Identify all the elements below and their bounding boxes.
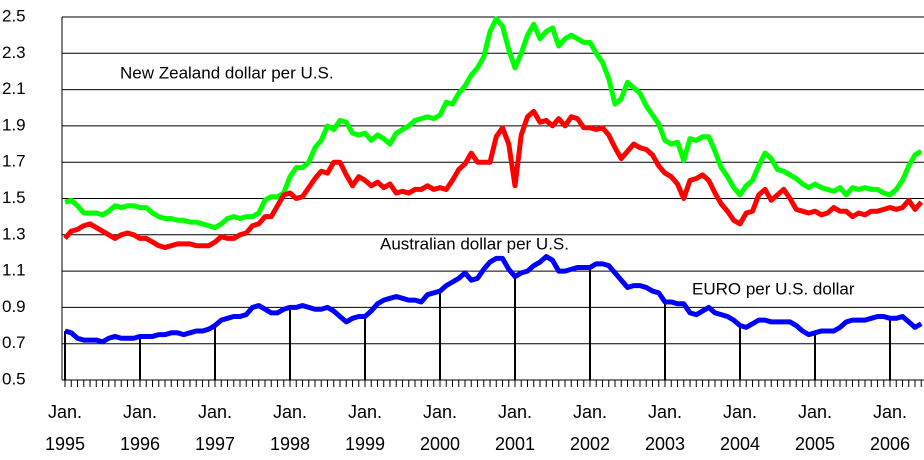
x-tick-label: Jan. 2003 <box>644 402 686 454</box>
y-tick-label: 1.7 <box>2 152 26 171</box>
y-tick-label: 0.9 <box>2 297 26 316</box>
x-tick-label: Jan. 2005 <box>794 402 836 454</box>
y-tick-label: 0.5 <box>2 369 26 388</box>
x-tick-label: Jan. 2004 <box>719 402 761 454</box>
x-tick-label: Jan. 2000 <box>419 402 461 454</box>
series-line <box>64 16 923 231</box>
series-label: New Zealand dollar per U.S. <box>120 63 334 82</box>
x-tick-label: Jan. 1997 <box>194 402 236 454</box>
y-tick-label: 1.1 <box>2 261 26 280</box>
x-tick-label: Jan. 1999 <box>344 402 386 454</box>
series-line <box>64 254 923 345</box>
y-tick-label: 0.7 <box>2 333 26 352</box>
x-tick-label: Jan. 1998 <box>269 402 311 454</box>
y-tick-label: 2.3 <box>2 43 26 62</box>
y-tick-label: 1.9 <box>2 115 26 134</box>
x-tick-label: Jan. 2002 <box>569 402 611 454</box>
y-tick-label: 2.5 <box>2 6 26 25</box>
series-label: Australian dollar per U.S. <box>380 234 569 253</box>
series-label: EURO per U.S. dollar <box>692 279 855 298</box>
x-tick-label: Jan. 2001 <box>494 402 536 454</box>
x-tick-label: Jan. 1995 <box>44 402 86 454</box>
y-tick-label: 2.1 <box>2 79 26 98</box>
x-tick-label: Jan. 1996 <box>119 402 161 454</box>
x-tick-label: Jan. 2006 <box>869 402 911 454</box>
series-line <box>63 108 924 250</box>
y-tick-label: 1.5 <box>2 188 26 207</box>
y-tick-label: 1.3 <box>2 224 26 243</box>
